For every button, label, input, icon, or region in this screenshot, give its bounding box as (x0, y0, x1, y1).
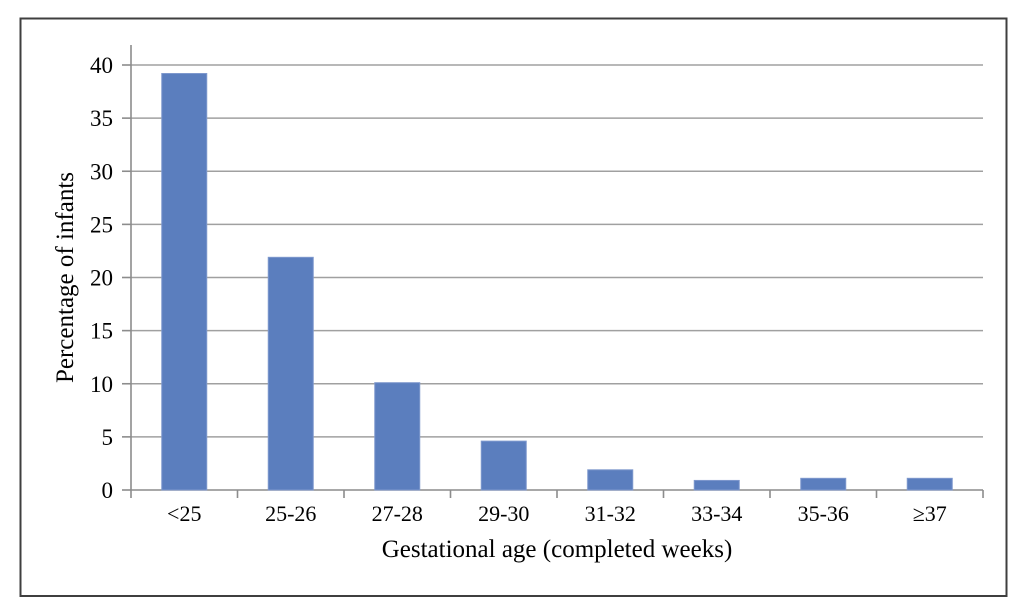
x-tick-label: 33-34 (691, 501, 742, 526)
x-tick-label: 31-32 (585, 501, 636, 526)
bar (480, 440, 527, 491)
y-tick-label: 25 (90, 212, 113, 237)
bar (906, 477, 953, 491)
y-tick-label: 40 (90, 53, 113, 78)
x-tick-label: 25-26 (265, 501, 316, 526)
x-tick-label: 35-36 (798, 501, 849, 526)
bar (693, 479, 740, 491)
y-tick-label: 35 (90, 106, 113, 131)
y-tick-label: 0 (102, 478, 114, 503)
y-tick-label: 15 (90, 319, 113, 344)
bar (587, 469, 634, 491)
x-axis-title: Gestational age (completed weeks) (382, 536, 733, 563)
x-tick-label: 29-30 (478, 501, 529, 526)
bar (161, 73, 208, 491)
bar (374, 382, 421, 491)
x-tick-label: ≥37 (913, 501, 947, 526)
y-tick-label: 30 (90, 159, 113, 184)
y-tick-label: 10 (90, 372, 113, 397)
y-tick-label: 5 (102, 425, 114, 450)
bar (800, 477, 847, 491)
bar (267, 256, 314, 491)
x-tick-label: <25 (167, 501, 201, 526)
x-tick-label: 27-28 (372, 501, 423, 526)
y-tick-label: 20 (90, 266, 113, 291)
y-axis-title: Percentage of infants (52, 172, 79, 383)
